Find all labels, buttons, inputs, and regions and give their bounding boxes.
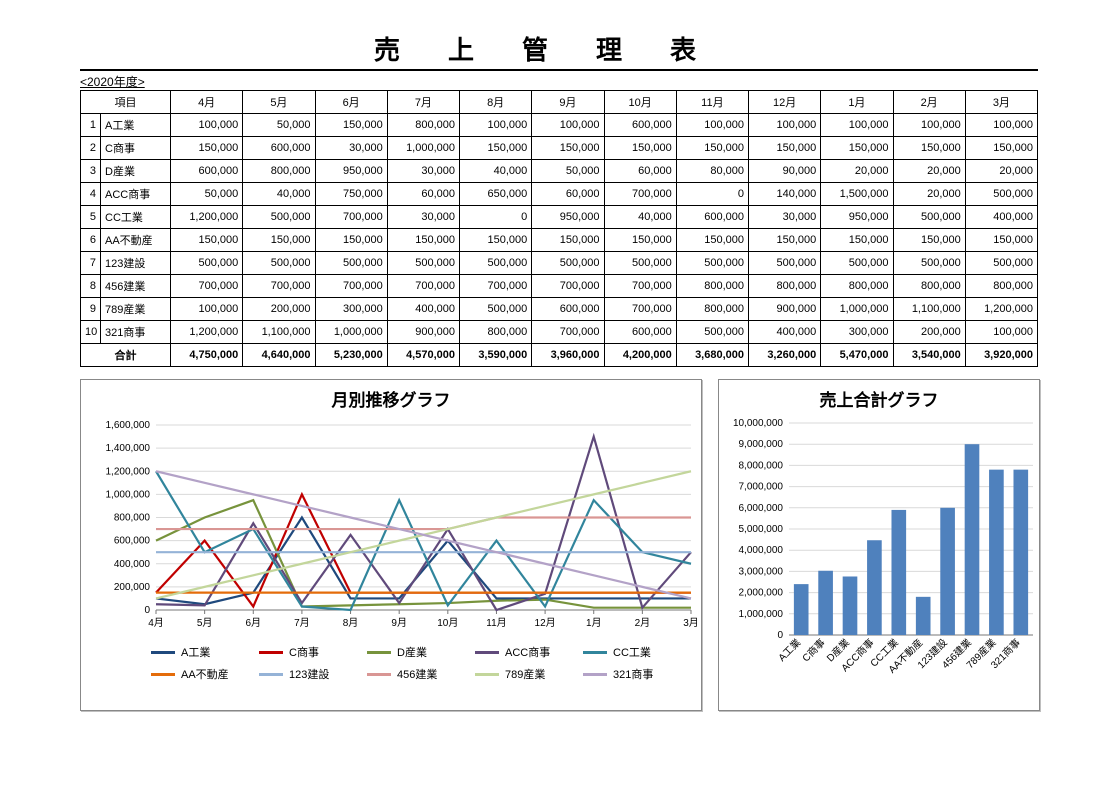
svg-text:400,000: 400,000	[114, 559, 151, 570]
svg-text:11月: 11月	[486, 617, 506, 629]
line-chart-panel: 月別推移グラフ 0 200,000 400,000 600,000 800,000 1,0…	[80, 379, 702, 711]
svg-text:6,000,000: 6,000,000	[739, 503, 784, 514]
table-row: 5CC工業1,200,000500,000700,00030,0000950,0…	[81, 206, 1038, 229]
legend-item: 789産業	[475, 666, 565, 682]
svg-text:800,000: 800,000	[114, 513, 151, 524]
svg-text:12月: 12月	[535, 617, 556, 629]
legend-item: C商事	[259, 644, 349, 660]
svg-text:1,000,000: 1,000,000	[106, 489, 151, 500]
month-header: 1月	[821, 91, 893, 114]
svg-text:10,000,000: 10,000,000	[733, 418, 783, 429]
line-chart-legend: A工業 C商事 D産業 ACC商事 CC工業 AA不動産 123建設 456建業…	[81, 640, 701, 690]
total-row: 合計4,750,0004,640,0005,230,0004,570,0003,…	[81, 344, 1038, 367]
fiscal-year-label: <2020年度>	[80, 73, 1038, 90]
svg-text:1,400,000: 1,400,000	[106, 443, 151, 454]
legend-item: AA不動産	[151, 666, 241, 682]
svg-text:7月: 7月	[294, 617, 310, 629]
month-header: 10月	[604, 91, 676, 114]
month-header: 9月	[532, 91, 604, 114]
legend-item: ACC商事	[475, 644, 565, 660]
svg-text:2月: 2月	[635, 617, 651, 629]
svg-text:5,000,000: 5,000,000	[739, 524, 784, 535]
table-row: 6AA不動産150,000150,000150,000150,000150,00…	[81, 229, 1038, 252]
month-header: 8月	[460, 91, 532, 114]
month-header: 11月	[676, 91, 748, 114]
month-header: 5月	[243, 91, 315, 114]
table-row: 10321商事1,200,0001,100,0001,000,000900,00…	[81, 321, 1038, 344]
svg-text:9月: 9月	[391, 617, 407, 629]
month-header: 3月	[965, 91, 1037, 114]
month-header: 2月	[893, 91, 965, 114]
svg-text:1,600,000: 1,600,000	[106, 420, 151, 431]
svg-text:1,200,000: 1,200,000	[106, 466, 151, 477]
legend-item: 456建業	[367, 666, 457, 682]
legend-item: 321商事	[583, 666, 673, 682]
svg-text:3月: 3月	[683, 617, 699, 629]
svg-text:600,000: 600,000	[114, 536, 151, 547]
svg-text:9,000,000: 9,000,000	[739, 439, 784, 450]
svg-text:4,000,000: 4,000,000	[739, 545, 784, 556]
legend-item: A工業	[151, 644, 241, 660]
bar-chart-title: 売上合計グラフ	[719, 380, 1039, 415]
line-chart-title: 月別推移グラフ	[81, 380, 701, 415]
svg-text:6月: 6月	[245, 617, 261, 629]
legend-item: D産業	[367, 644, 457, 660]
month-header: 12月	[749, 91, 821, 114]
table-row: 4ACC商事50,00040,000750,00060,000650,00060…	[81, 183, 1038, 206]
table-row: 3D産業600,000800,000950,00030,00040,00050,…	[81, 160, 1038, 183]
bar-chart-panel: 売上合計グラフ 0 1,000,000 2,000,000 3,000,000 4,00…	[718, 379, 1040, 711]
legend-item: CC工業	[583, 644, 673, 660]
legend-item: 123建設	[259, 666, 349, 682]
month-header: 6月	[315, 91, 387, 114]
month-header: 4月	[171, 91, 243, 114]
svg-text:0: 0	[777, 630, 783, 641]
svg-text:C商事: C商事	[799, 636, 827, 664]
svg-text:4月: 4月	[148, 617, 164, 629]
svg-text:200,000: 200,000	[114, 582, 151, 593]
svg-text:1月: 1月	[586, 617, 602, 629]
svg-text:8,000,000: 8,000,000	[739, 460, 784, 471]
table-row: 7123建設500,000500,000500,000500,000500,00…	[81, 252, 1038, 275]
svg-text:5月: 5月	[197, 617, 213, 629]
svg-text:10月: 10月	[437, 617, 458, 629]
page-title: 売上管理表	[80, 30, 1038, 71]
table-row: 1A工業100,00050,000150,000800,000100,00010…	[81, 114, 1038, 137]
table-row: 2C商事150,000600,00030,0001,000,000150,000…	[81, 137, 1038, 160]
svg-text:8月: 8月	[343, 617, 359, 629]
month-header: 7月	[387, 91, 459, 114]
corner-cell: 項目	[81, 91, 171, 114]
sales-table: 項目4月5月6月7月8月9月10月11月12月1月2月3月 1A工業100,00…	[80, 90, 1038, 367]
svg-text:3,000,000: 3,000,000	[739, 566, 784, 577]
svg-text:0: 0	[144, 605, 150, 616]
svg-text:2,000,000: 2,000,000	[739, 588, 784, 599]
table-row: 8456建業700,000700,000700,000700,000700,00…	[81, 275, 1038, 298]
svg-text:1,000,000: 1,000,000	[739, 609, 784, 620]
svg-text:7,000,000: 7,000,000	[739, 482, 784, 493]
table-row: 9789産業100,000200,000300,000400,000500,00…	[81, 298, 1038, 321]
